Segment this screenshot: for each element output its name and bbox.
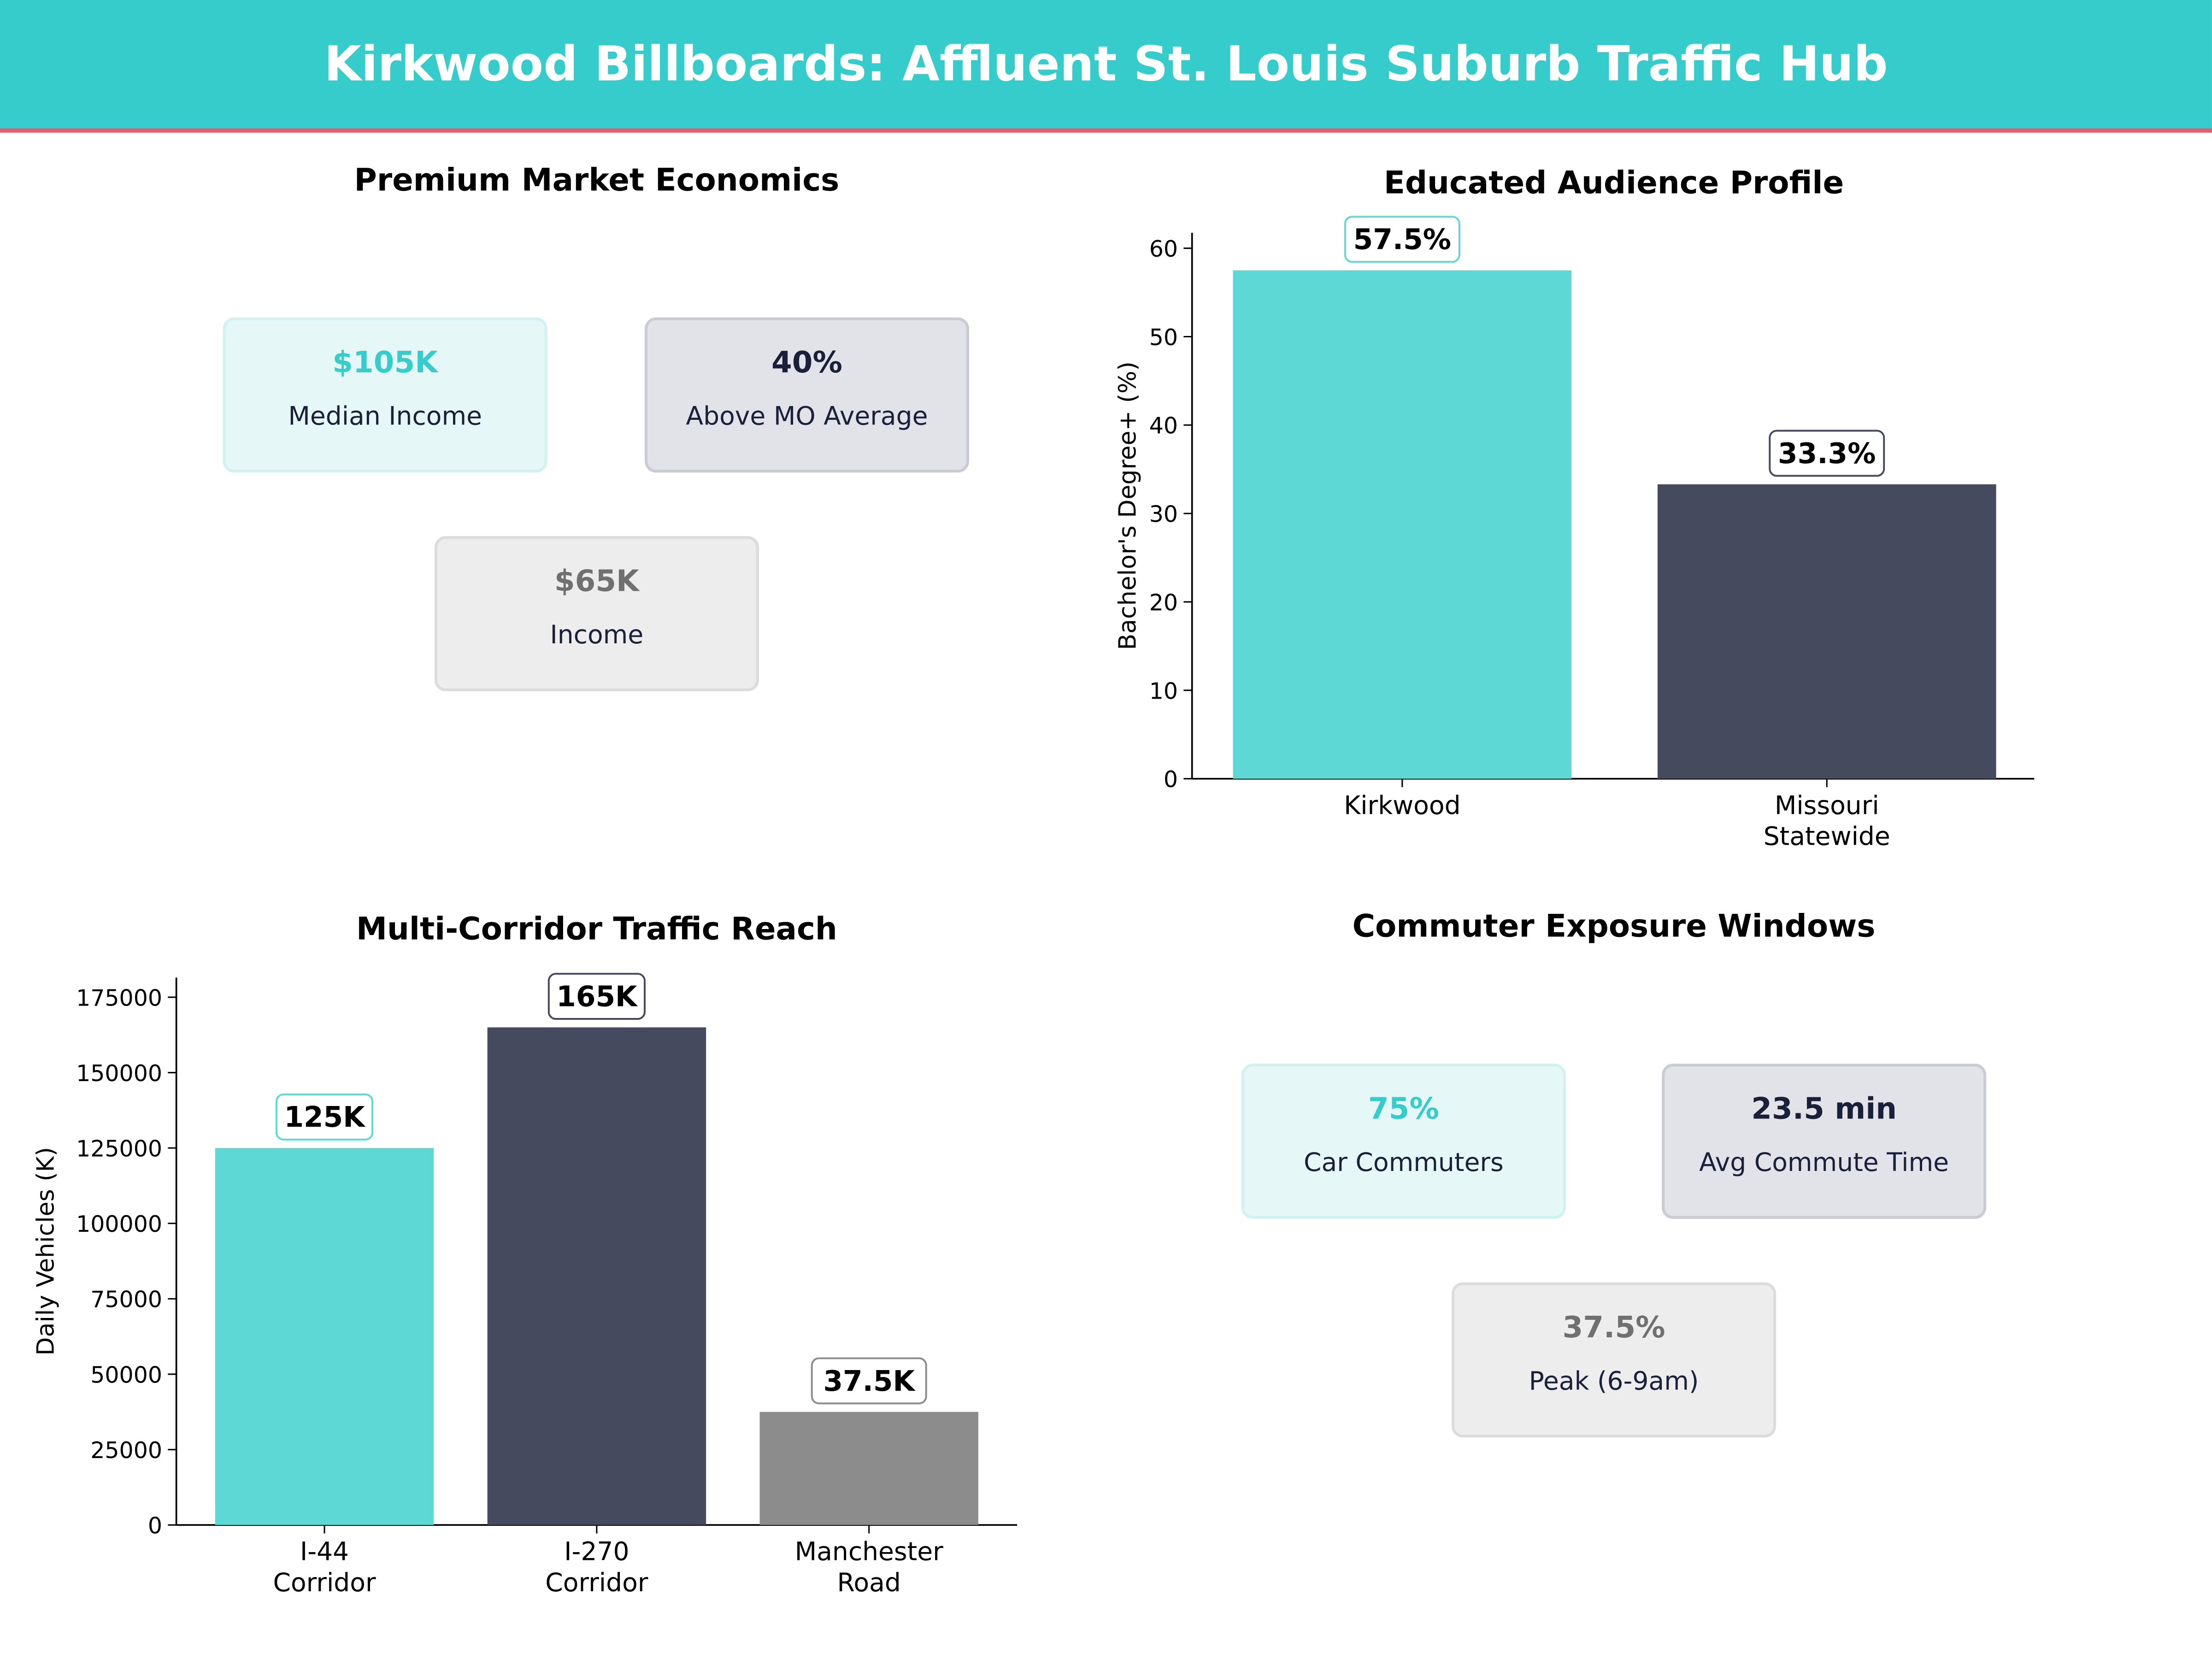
card-label: Above MO Average xyxy=(686,402,928,432)
economics-title: Premium Market Economics xyxy=(354,164,840,199)
y-tick-label: 175000 xyxy=(76,985,162,1011)
data-label-box xyxy=(1344,216,1460,263)
y-tick-label: 100000 xyxy=(76,1211,162,1237)
y-tick-label: 10 xyxy=(1149,678,1178,704)
y-tick-label: 0 xyxy=(1164,766,1178,793)
card-value: 37.5% xyxy=(1562,1310,1665,1345)
y-tick-label: 60 xyxy=(1149,236,1178,262)
above-average-card: 40% Above MO Average xyxy=(644,317,970,473)
data-label-box xyxy=(1769,429,1885,477)
card-label: Income xyxy=(550,620,644,651)
bar xyxy=(487,1027,706,1525)
y-tick-label: 50000 xyxy=(90,1362,162,1388)
y-tick-label: 40 xyxy=(1149,413,1178,439)
x-tick-label: Road xyxy=(837,1568,901,1597)
data-label: 37.5K xyxy=(823,1365,916,1398)
card-label: Median Income xyxy=(288,402,482,432)
data-label: 165K xyxy=(556,980,638,1013)
x-tick-label: Missouri xyxy=(1775,790,1879,820)
x-tick-label: Statewide xyxy=(1764,822,1890,851)
card-value: 75% xyxy=(1368,1092,1439,1126)
y-tick-label: 25000 xyxy=(90,1437,162,1464)
x-tick-label: I-270 xyxy=(564,1537,629,1566)
y-tick-label: 75000 xyxy=(90,1287,162,1313)
card-label: Peak (6-9am) xyxy=(1529,1367,1699,1397)
x-tick-label: Manchester xyxy=(795,1537,944,1566)
card-value: $65K xyxy=(554,564,639,598)
bar xyxy=(1233,270,1572,779)
x-tick-label: Corridor xyxy=(273,1568,376,1597)
x-tick-label: Corridor xyxy=(545,1568,648,1597)
y-axis-label: Bachelor's Degree+ (%) xyxy=(1114,361,1141,650)
card-label: Car Commuters xyxy=(1303,1148,1504,1178)
data-label-box xyxy=(276,1093,374,1141)
commute-time-card: 23.5 min Avg Commute Time xyxy=(1662,1064,1987,1219)
median-income-card: $105K Median Income xyxy=(223,317,547,473)
card-value: 40% xyxy=(771,345,842,380)
mo-income-card: $65K Income xyxy=(434,536,759,691)
data-label-box xyxy=(547,973,646,1020)
data-label: 33.3% xyxy=(1778,437,1876,470)
peak-hours-card: 37.5% Peak (6-9am) xyxy=(1451,1282,1777,1438)
header-banner: Kirkwood Billboards: Affluent St. Louis … xyxy=(0,0,2212,133)
x-tick-label: I-44 xyxy=(300,1537,349,1566)
data-label: 125K xyxy=(284,1101,366,1134)
car-commuters-card: 75% Car Commuters xyxy=(1241,1064,1566,1219)
bar xyxy=(1657,484,1996,779)
y-tick-label: 50 xyxy=(1149,324,1178,351)
chart-title: Educated Audience Profile xyxy=(1384,164,1844,200)
y-tick-label: 125000 xyxy=(76,1136,162,1162)
data-label-box xyxy=(811,1357,927,1405)
y-tick-label: 30 xyxy=(1149,501,1178,528)
card-label: Avg Commute Time xyxy=(1699,1148,1949,1178)
commuter-title: Commuter Exposure Windows xyxy=(1352,910,1876,946)
x-tick-label: Kirkwood xyxy=(1344,790,1460,820)
bar xyxy=(215,1148,434,1525)
data-label: 57.5% xyxy=(1353,224,1451,256)
y-tick-label: 0 xyxy=(148,1513,162,1539)
page-title: Kirkwood Billboards: Affluent St. Louis … xyxy=(324,36,1888,93)
y-tick-label: 20 xyxy=(1149,589,1178,616)
card-value: $105K xyxy=(332,345,438,380)
chart-title: Multi-Corridor Traffic Reach xyxy=(356,911,837,947)
bar xyxy=(759,1412,978,1525)
y-axis-label: Daily Vehicles (K) xyxy=(32,1147,59,1356)
card-value: 23.5 min xyxy=(1751,1092,1897,1126)
y-tick-label: 150000 xyxy=(76,1060,162,1087)
